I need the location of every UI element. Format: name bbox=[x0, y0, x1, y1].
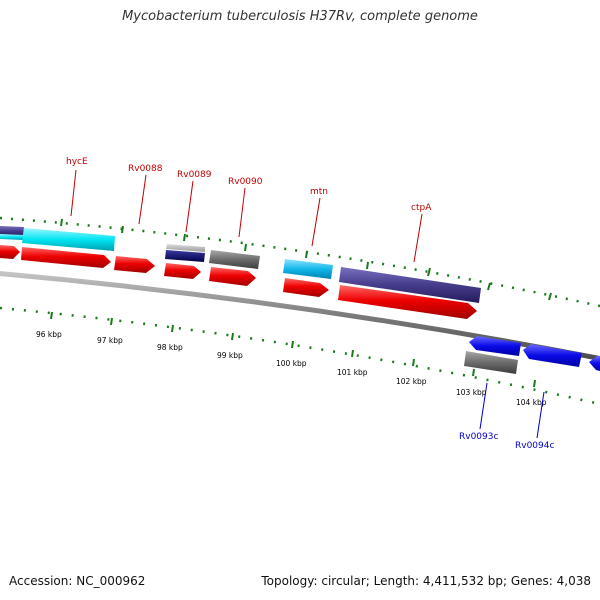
gene-feature-block bbox=[339, 267, 481, 303]
gene-label-mtn: mtn bbox=[310, 187, 328, 197]
cds-arrow bbox=[523, 344, 582, 367]
inner-tick-ring bbox=[0, 306, 600, 406]
gene-feature-block bbox=[283, 259, 333, 279]
cds-arrow bbox=[283, 278, 329, 297]
tick-label-97: 97 kbp bbox=[97, 336, 123, 345]
gene-feature-block bbox=[166, 244, 205, 252]
tick-label-100: 100 kbp bbox=[276, 359, 307, 368]
cds-track bbox=[0, 245, 477, 319]
tick-label-96: 96 kbp bbox=[36, 330, 62, 339]
gene-label-ctpa: ctpA bbox=[411, 203, 432, 213]
genome-summary: Topology: circular; Length: 4,411,532 bp… bbox=[261, 574, 591, 588]
label-leaders bbox=[70, 169, 545, 439]
gene-feature-track bbox=[0, 226, 481, 303]
reverse-cds-track bbox=[464, 336, 600, 374]
cds-arrow bbox=[164, 263, 201, 279]
tick-label-101: 101 kbp bbox=[337, 368, 368, 377]
gene-label-rv0093c: Rv0093c bbox=[459, 432, 498, 442]
gene-labels: hycE Rv0088 Rv0089 Rv0090 mtn ctpA Rv009… bbox=[66, 157, 554, 451]
gene-feature-block bbox=[0, 226, 24, 236]
scale-tick-labels: 96 kbp 97 kbp 98 kbp 99 kbp 100 kbp 101 … bbox=[36, 330, 547, 407]
genome-backbone bbox=[0, 271, 600, 361]
gene-feature-block bbox=[22, 228, 115, 251]
gene-feature-block bbox=[209, 250, 260, 269]
tick-label-104: 104 kbp bbox=[516, 398, 547, 407]
inner-major-ticks bbox=[50, 311, 536, 388]
cds-arrow bbox=[469, 336, 521, 356]
map-title: Mycobacterium tuberculosis H37Rv, comple… bbox=[122, 9, 478, 24]
cds-arrow bbox=[338, 285, 477, 319]
tick-label-102: 102 kbp bbox=[396, 377, 427, 386]
gene-feature-block bbox=[464, 351, 518, 374]
gene-feature-block bbox=[0, 234, 24, 240]
accession-label: Accession: NC_000962 bbox=[9, 574, 146, 588]
gene-label-rv0089: Rv0089 bbox=[177, 170, 212, 180]
tick-label-99: 99 kbp bbox=[217, 351, 243, 360]
cds-arrow bbox=[114, 256, 155, 273]
gene-feature-block bbox=[165, 250, 205, 262]
gene-label-rv0088: Rv0088 bbox=[128, 164, 163, 174]
cds-arrow bbox=[209, 267, 256, 286]
tick-label-98: 98 kbp bbox=[157, 343, 183, 352]
cds-arrow bbox=[589, 356, 600, 371]
tick-label-103: 103 kbp bbox=[456, 388, 487, 397]
gene-label-rv0090: Rv0090 bbox=[228, 177, 263, 187]
cds-arrow bbox=[0, 245, 20, 259]
gene-label-rv0094c: Rv0094c bbox=[515, 441, 554, 451]
cds-arrow bbox=[21, 247, 111, 268]
outer-major-ticks bbox=[60, 218, 552, 301]
gene-label-hyce: hycE bbox=[66, 157, 88, 167]
